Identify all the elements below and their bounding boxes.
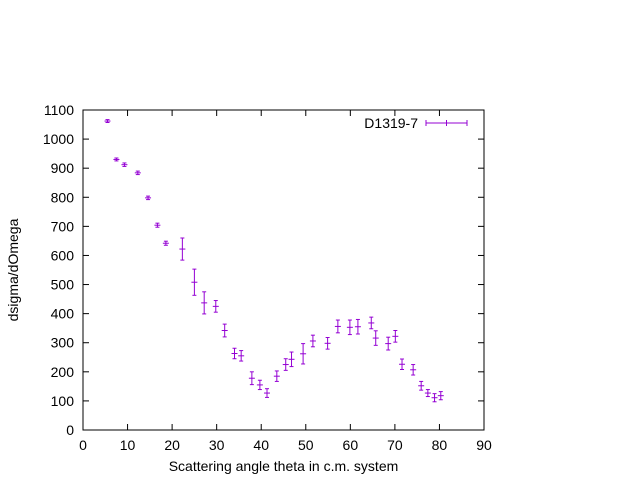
- plot-frame: [82, 109, 485, 431]
- data-point: [145, 195, 152, 201]
- data-point: [104, 119, 111, 124]
- x-tick-label: 50: [298, 437, 314, 453]
- x-tick-label: 60: [343, 437, 359, 453]
- data-point: [221, 323, 228, 338]
- data-point: [424, 389, 431, 398]
- x-tick-label: 10: [120, 437, 136, 453]
- data-point: [392, 330, 399, 343]
- x-tick-label: 0: [79, 437, 87, 453]
- y-axis-title: dsigma/dOmega: [5, 218, 21, 321]
- data-point: [212, 300, 219, 313]
- x-tick-label: 80: [432, 437, 448, 453]
- data-point: [334, 319, 341, 334]
- y-tick-label: 0: [66, 422, 74, 438]
- data-point: [154, 222, 161, 228]
- data-point: [264, 388, 271, 398]
- data-point: [231, 347, 238, 360]
- y-tick-label: 600: [51, 247, 75, 263]
- data-point: [121, 162, 128, 167]
- x-tick-label: 70: [387, 437, 403, 453]
- data-point: [256, 379, 263, 391]
- y-tick-label: 500: [51, 277, 75, 293]
- legend-label: D1319-7: [364, 115, 418, 131]
- data-point: [273, 370, 280, 382]
- data-point: [410, 364, 417, 376]
- y-tick-label: 300: [51, 335, 75, 351]
- data-point: [385, 336, 392, 351]
- data-point: [324, 336, 331, 350]
- legend: D1319-7: [364, 115, 468, 131]
- data-point: [368, 316, 375, 330]
- data-point: [191, 268, 198, 296]
- data-points: [104, 119, 444, 403]
- y-tick-label: 700: [51, 218, 75, 234]
- data-point: [309, 334, 316, 348]
- data-point: [179, 237, 186, 261]
- data-point: [248, 371, 255, 386]
- data-point: [372, 330, 379, 346]
- data-point: [437, 391, 444, 401]
- y-tick-label: 100: [51, 393, 75, 409]
- x-tick-label: 90: [476, 437, 492, 453]
- data-point: [113, 157, 120, 162]
- data-point: [346, 319, 353, 336]
- y-tick-label: 900: [51, 160, 75, 176]
- y-tick-label: 400: [51, 306, 75, 322]
- data-point: [201, 291, 208, 315]
- y-tick-label: 800: [51, 189, 75, 205]
- data-point: [134, 170, 141, 176]
- x-axis-title: Scattering angle theta in c.m. system: [169, 458, 399, 474]
- x-tick-label: 30: [209, 437, 225, 453]
- data-point: [282, 358, 289, 371]
- x-ticks: 0 10 20 30 40 50 60 70 80 90: [79, 110, 492, 453]
- data-point: [418, 380, 425, 391]
- data-point: [288, 351, 295, 368]
- y-tick-label: 1100: [44, 102, 74, 118]
- data-point: [238, 350, 245, 362]
- legend-sample: [425, 120, 468, 126]
- x-tick-label: 40: [253, 437, 269, 453]
- y-ticks: 0 100 200 300 400 500 600 700 800 900 1000 1100: [43, 102, 484, 438]
- data-point: [431, 393, 438, 403]
- data-point: [300, 343, 307, 365]
- data-point: [162, 240, 169, 246]
- data-point: [354, 318, 361, 335]
- x-tick-label: 20: [164, 437, 180, 453]
- y-tick-label: 200: [51, 364, 75, 380]
- data-point: [399, 358, 406, 370]
- y-tick-label: 1000: [43, 131, 74, 147]
